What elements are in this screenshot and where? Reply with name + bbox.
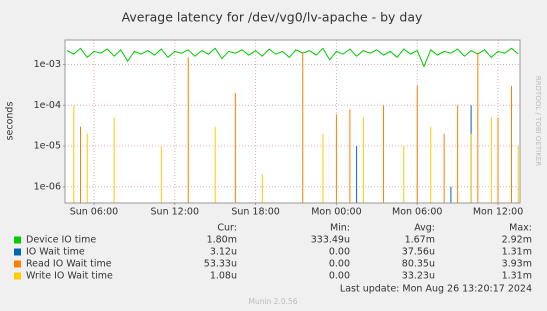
legend-label: Write IO Wait time <box>26 271 113 282</box>
stat-value: 0.00 <box>329 271 350 282</box>
x-tick-label: Sun 18:00 <box>231 207 279 218</box>
stat-value: 80.35u <box>402 259 435 270</box>
footer: Munin 2.0.56 <box>248 297 297 306</box>
stat-value: 1.31m <box>502 271 532 282</box>
y-tick-label: 1e-05 <box>34 141 61 152</box>
chart-title: Average latency for /dev/vg0/lv-apache -… <box>122 10 423 25</box>
stat-value: 1.08u <box>210 271 237 282</box>
stats-header: Cur: <box>217 223 237 234</box>
stat-value: 53.33u <box>204 259 237 270</box>
legend-swatch <box>14 236 21 244</box>
stat-value: 33.23u <box>402 271 435 282</box>
legend-swatch <box>14 248 21 256</box>
last-update: Last update: Mon Aug 26 13:20:17 2024 <box>340 284 532 295</box>
legend-label: Read IO Wait time <box>26 259 112 270</box>
legend-swatch <box>14 260 21 268</box>
y-axis-label: seconds <box>5 102 16 141</box>
x-tick-label: Mon 06:00 <box>392 207 442 218</box>
stat-value: 1.67m <box>405 235 435 246</box>
x-tick-label: Mon 12:00 <box>473 207 523 218</box>
stats-header: Avg: <box>414 223 435 234</box>
x-tick-label: Sun 12:00 <box>151 207 199 218</box>
series-line <box>66 47 519 68</box>
plot-area <box>65 40 520 203</box>
stat-value: 2.92m <box>502 235 532 246</box>
legend-label: Device IO time <box>26 235 96 246</box>
stat-value: 0.00 <box>329 259 350 270</box>
stat-value: 1.80m <box>207 235 237 246</box>
stat-value: 3.93m <box>502 259 532 270</box>
stats-header: Min: <box>330 223 350 234</box>
stats-header: Max: <box>509 223 532 234</box>
stat-value: 37.56u <box>402 247 435 258</box>
stat-value: 1.31m <box>502 247 532 258</box>
y-tick-label: 1e-04 <box>34 100 61 111</box>
stat-value: 0.00 <box>329 247 350 258</box>
plot-frame <box>64 39 521 204</box>
legend-swatch <box>14 272 21 280</box>
stat-value: 3.12u <box>210 247 237 258</box>
legend-label: IO Wait time <box>26 247 85 258</box>
x-tick-label: Mon 00:00 <box>311 207 361 218</box>
y-tick-label: 1e-06 <box>34 181 61 192</box>
side-text: RRDTOOL / TOBI OETIKER <box>534 76 542 166</box>
y-tick-label: 1e-03 <box>34 59 61 70</box>
stat-value: 333.49u <box>311 235 350 246</box>
x-tick-label: Sun 06:00 <box>70 207 118 218</box>
